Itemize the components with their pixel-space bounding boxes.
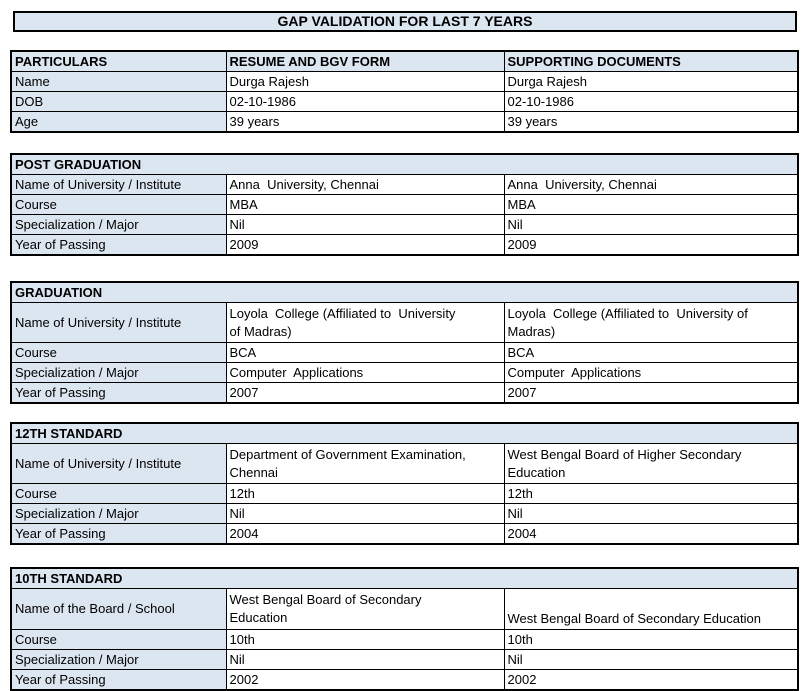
table-row-age: Age 39 years 39 years — [10, 111, 799, 133]
table-row-year-of-passing: Year of Passing 2004 2004 — [10, 523, 799, 545]
section-title-row: POST GRADUATION — [10, 153, 799, 175]
table-row-university: Name of University / Institute Anna Univ… — [10, 174, 799, 195]
supporting-value-cell: Anna University, Chennai — [503, 174, 799, 195]
section-title-row: 12TH STANDARD — [10, 422, 799, 444]
resume-value-cell: BCA — [225, 342, 505, 363]
row-label-cell: Name of the Board / School — [10, 588, 227, 630]
table-row-specialization: Specialization / Major Nil Nil — [10, 503, 799, 524]
supporting-value-cell: BCA — [503, 342, 799, 363]
supporting-value-cell: 39 years — [503, 111, 799, 133]
graduation-table: GRADUATION Name of University / Institut… — [10, 281, 799, 404]
supporting-value-cell: 2009 — [503, 234, 799, 256]
table-row-board-school: Name of the Board / School West Bengal B… — [10, 588, 799, 630]
row-label-cell: Specialization / Major — [10, 362, 227, 383]
row-label-cell: Course — [10, 629, 227, 650]
table-row-dob: DOB 02-10-1986 02-10-1986 — [10, 91, 799, 112]
row-label-cell: Year of Passing — [10, 523, 227, 545]
resume-value-cell: MBA — [225, 194, 505, 215]
row-label-cell: Course — [10, 342, 227, 363]
column-header-resume-bgv: RESUME AND BGV FORM — [225, 50, 505, 72]
supporting-value-cell: Nil — [503, 214, 799, 235]
row-label-cell: Year of Passing — [10, 669, 227, 691]
particulars-table: PARTICULARS RESUME AND BGV FORM SUPPORTI… — [10, 50, 799, 133]
section-title-10th-standard: 10TH STANDARD — [10, 567, 799, 589]
supporting-value-cell: Loyola College (Affiliated to University… — [503, 302, 799, 343]
particulars-header-row: PARTICULARS RESUME AND BGV FORM SUPPORTI… — [10, 50, 799, 72]
resume-value-cell: Anna University, Chennai — [225, 174, 505, 195]
section-title-12th-standard: 12TH STANDARD — [10, 422, 799, 444]
row-label-cell: Year of Passing — [10, 382, 227, 404]
table-row-university: Name of University / Institute Loyola Co… — [10, 302, 799, 343]
section-title-row: 10TH STANDARD — [10, 567, 799, 589]
row-label-cell: Specialization / Major — [10, 649, 227, 670]
supporting-value-cell: 10th — [503, 629, 799, 650]
tenth-standard-table: 10TH STANDARD Name of the Board / School… — [10, 567, 799, 691]
row-label-cell: Year of Passing — [10, 234, 227, 256]
resume-value-cell: Nil — [225, 649, 505, 670]
column-header-supporting-docs: SUPPORTING DOCUMENTS — [503, 50, 799, 72]
supporting-value-cell: 2007 — [503, 382, 799, 404]
supporting-value-cell: West Bengal Board of Secondary Education — [503, 588, 799, 630]
supporting-value-cell: 02-10-1986 — [503, 91, 799, 112]
row-label-cell: Course — [10, 194, 227, 215]
resume-value-cell: Department of Government Examination, Ch… — [225, 443, 505, 484]
resume-value-cell: Loyola College (Affiliated to University… — [225, 302, 505, 343]
row-label-cell: Specialization / Major — [10, 214, 227, 235]
table-row-specialization: Specialization / Major Nil Nil — [10, 649, 799, 670]
table-row-year-of-passing: Year of Passing 2009 2009 — [10, 234, 799, 256]
resume-value-cell: Durga Rajesh — [225, 71, 505, 92]
supporting-value-cell: MBA — [503, 194, 799, 215]
column-header-particulars: PARTICULARS — [10, 50, 227, 72]
row-label-cell: Name of University / Institute — [10, 443, 227, 484]
report-title: GAP VALIDATION FOR LAST 7 YEARS — [13, 11, 797, 32]
resume-value-cell: West Bengal Board of Secondary Education — [225, 588, 505, 630]
section-title-post-graduation: POST GRADUATION — [10, 153, 799, 175]
resume-value-cell: 10th — [225, 629, 505, 650]
table-row-specialization: Specialization / Major Nil Nil — [10, 214, 799, 235]
supporting-value-cell: 2004 — [503, 523, 799, 545]
supporting-value-cell: Nil — [503, 649, 799, 670]
table-row-specialization: Specialization / Major Computer Applicat… — [10, 362, 799, 383]
row-label-cell: Course — [10, 483, 227, 504]
resume-value-cell: Nil — [225, 503, 505, 524]
post-graduation-table: POST GRADUATION Name of University / Ins… — [10, 153, 800, 256]
row-label-cell: Specialization / Major — [10, 503, 227, 524]
resume-value-cell: 2009 — [225, 234, 505, 256]
resume-value-cell: 02-10-1986 — [225, 91, 505, 112]
row-label-cell: DOB — [10, 91, 227, 112]
resume-value-cell: Computer Applications — [225, 362, 505, 383]
table-row-course: Course 12th 12th — [10, 483, 799, 504]
table-row-year-of-passing: Year of Passing 2007 2007 — [10, 382, 799, 404]
supporting-value-cell: West Bengal Board of Higher Secondary Ed… — [503, 443, 799, 484]
section-title-graduation: GRADUATION — [10, 281, 799, 303]
supporting-value-cell: Durga Rajesh — [503, 71, 799, 92]
resume-value-cell: 2004 — [225, 523, 505, 545]
table-row-name: Name Durga Rajesh Durga Rajesh — [10, 71, 799, 92]
resume-value-cell: 39 years — [225, 111, 505, 133]
table-row-university: Name of University / Institute Departmen… — [10, 443, 799, 484]
table-row-course: Course BCA BCA — [10, 342, 799, 363]
table-row-course: Course 10th 10th — [10, 629, 799, 650]
twelfth-standard-table: 12TH STANDARD Name of University / Insti… — [10, 422, 799, 545]
resume-value-cell: Nil — [225, 214, 505, 235]
table-row-course: Course MBA MBA — [10, 194, 799, 215]
section-title-row: GRADUATION — [10, 281, 799, 303]
supporting-value-cell: 12th — [503, 483, 799, 504]
row-label-cell: Age — [10, 111, 227, 133]
supporting-value-cell: Computer Applications — [503, 362, 799, 383]
supporting-value-cell: Nil — [503, 503, 799, 524]
row-label-cell: Name — [10, 71, 227, 92]
resume-value-cell: 12th — [225, 483, 505, 504]
row-label-cell: Name of University / Institute — [10, 174, 227, 195]
resume-value-cell: 2007 — [225, 382, 505, 404]
row-label-cell: Name of University / Institute — [10, 302, 227, 343]
